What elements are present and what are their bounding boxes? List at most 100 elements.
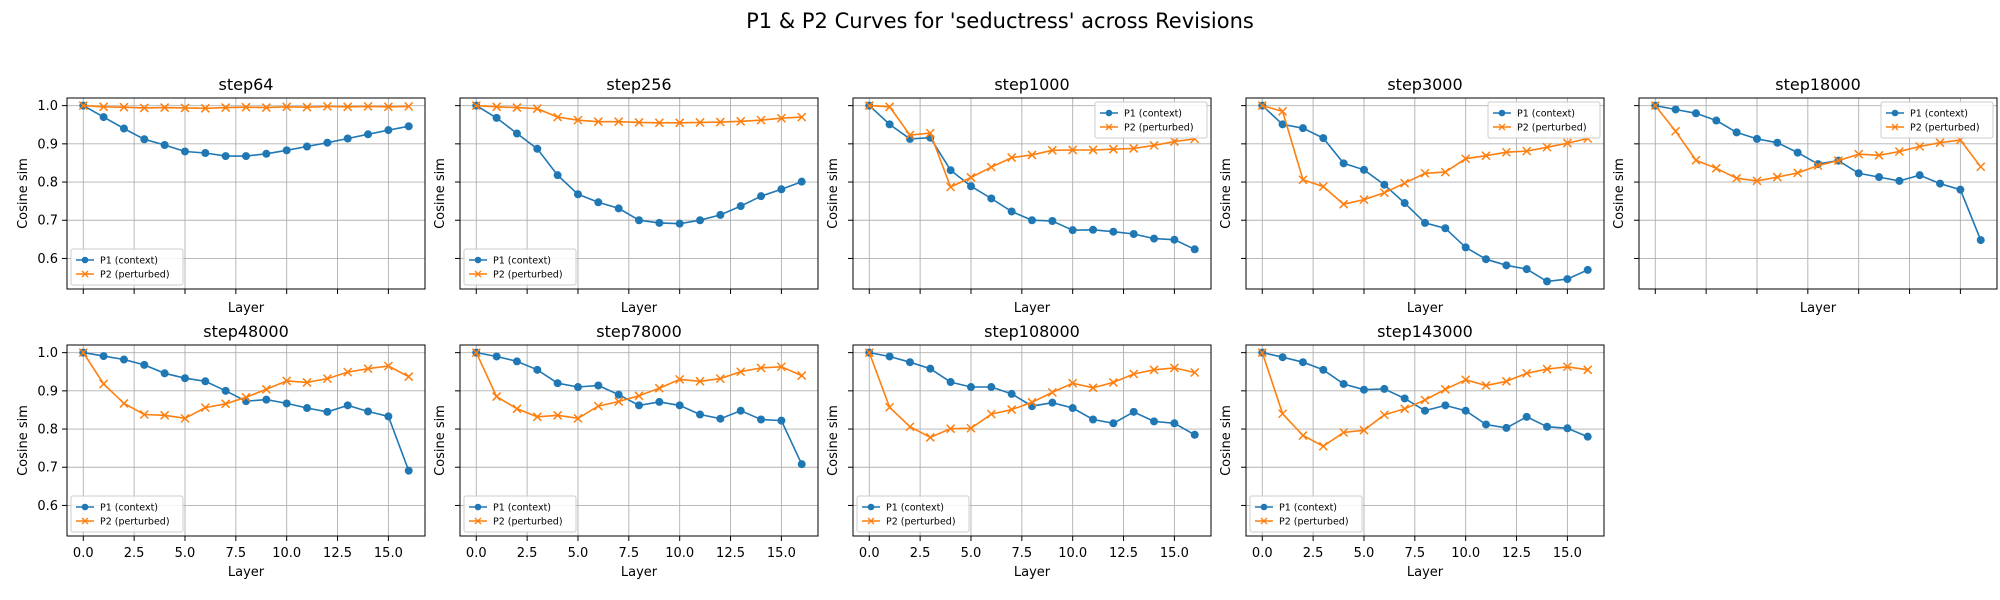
x-tick-label: 0.0 — [73, 546, 94, 561]
series-line-p1 — [1262, 351, 1589, 438]
x-tick-label: 5.0 — [1354, 546, 1375, 561]
p2-point — [363, 101, 373, 111]
p1-point — [1956, 185, 1965, 194]
p2-point — [1379, 410, 1389, 420]
p2-point — [715, 117, 725, 127]
p2-point — [1481, 380, 1491, 391]
p1-point — [343, 401, 352, 410]
subplot-step143000: 0.0 2.5 5.0 7.5 10.0 12.5 15.0 step143000 Layer C… — [1219, 322, 1605, 580]
p1-point — [1482, 255, 1491, 264]
p2-point — [1149, 140, 1159, 150]
p2-point — [139, 103, 149, 113]
p1-point — [99, 352, 108, 361]
legend-box — [463, 248, 577, 286]
p1-point — [1421, 218, 1429, 227]
legend: P1 (context) P2 (perturbed) — [1094, 101, 1208, 139]
legend-label: P1 (context) — [886, 503, 944, 514]
legend-marker-x — [1498, 123, 1506, 131]
p2-point — [1190, 367, 1200, 378]
p2-point — [160, 103, 170, 113]
p1-point — [1068, 226, 1077, 235]
x-axis-label: Layer — [1014, 565, 1051, 580]
p1-point — [1298, 124, 1307, 133]
series-line-p1 — [82, 104, 409, 157]
legend-marker-x — [867, 517, 875, 525]
legend-marker-circle — [1891, 109, 1899, 117]
legend-marker-circle — [1105, 109, 1113, 117]
p1-point — [1129, 229, 1138, 238]
legend: P1 (context) P2 (perturbed) — [463, 495, 577, 533]
legend: P1 (context) P2 (perturbed) — [1487, 101, 1601, 139]
p2-point — [221, 103, 231, 113]
p1-point — [757, 192, 766, 201]
p1-point — [533, 144, 542, 153]
p1-point — [1732, 128, 1741, 137]
p2-point — [200, 403, 210, 413]
p1-point — [777, 185, 786, 194]
p2-point — [160, 410, 170, 420]
p2-point — [756, 115, 766, 125]
p1-point — [1583, 432, 1592, 441]
p1-point — [885, 120, 894, 129]
p1-point — [614, 390, 623, 399]
p1-point — [1048, 217, 1057, 226]
p1-point — [1319, 365, 1328, 374]
p2-point — [1339, 427, 1349, 438]
subplot-grid: 0.6 0.7 0.8 0.9 1.0 step64 Layer Cosine sim P1 (… — [16, 75, 1998, 580]
p2-point — [885, 402, 895, 412]
plot-frame — [1638, 97, 1998, 290]
series-line-p1 — [869, 351, 1196, 436]
p2-point — [1874, 150, 1884, 160]
p2-point — [695, 117, 705, 127]
p2-point — [1278, 409, 1288, 419]
p2-point — [1691, 155, 1701, 165]
p2-point — [654, 383, 664, 393]
p1-point — [282, 146, 291, 155]
p1-point — [655, 397, 664, 406]
p1-point — [404, 122, 413, 131]
x-tick-label: 0.0 — [1252, 546, 1273, 561]
p2-point — [614, 397, 624, 407]
p1-point — [797, 460, 806, 469]
p1-point — [696, 216, 705, 225]
p1-point — [160, 140, 169, 149]
p2-point — [1318, 441, 1328, 451]
p2-point — [1400, 404, 1410, 414]
x-tick-label: 10.0 — [1058, 546, 1087, 561]
plot-frame — [852, 344, 1212, 537]
p2-point — [1149, 365, 1159, 375]
legend: P1 (context) P2 (perturbed) — [856, 495, 970, 533]
p1-point — [1359, 385, 1368, 394]
x-tick-label: 10.0 — [272, 546, 301, 561]
p1-point — [180, 374, 189, 383]
p2-point — [797, 371, 807, 381]
p1-point — [1583, 265, 1592, 274]
p2-point — [1501, 376, 1511, 386]
p2-point — [1752, 176, 1762, 186]
p2-point — [905, 422, 915, 432]
legend: P1 (context) P2 (perturbed) — [1249, 495, 1363, 533]
p2-point — [654, 118, 664, 128]
p1-point — [926, 364, 935, 373]
p2-point — [1671, 126, 1681, 136]
p2-point — [180, 103, 190, 113]
p1-point — [675, 219, 684, 228]
p2-point — [986, 409, 996, 419]
legend-marker-circle — [1260, 503, 1268, 511]
p2-point — [261, 384, 271, 394]
p1-point — [594, 198, 603, 207]
p1-point — [1007, 207, 1016, 216]
subplot-title: step1000 — [994, 75, 1069, 94]
series-line-p2 — [476, 104, 802, 124]
p1-point — [1461, 243, 1470, 252]
subplot-step78000: 0.0 2.5 5.0 7.5 10.0 12.5 15.0 step78000 Layer Co… — [433, 322, 819, 580]
p2-point — [1298, 175, 1308, 185]
p1-point — [1691, 109, 1700, 118]
y-axis-label: Cosine sim — [1219, 158, 1234, 229]
p1-point — [1298, 358, 1307, 367]
p1-point — [946, 166, 955, 175]
p1-point — [1400, 199, 1409, 208]
p1-point — [221, 152, 230, 161]
p1-point — [1915, 171, 1924, 180]
